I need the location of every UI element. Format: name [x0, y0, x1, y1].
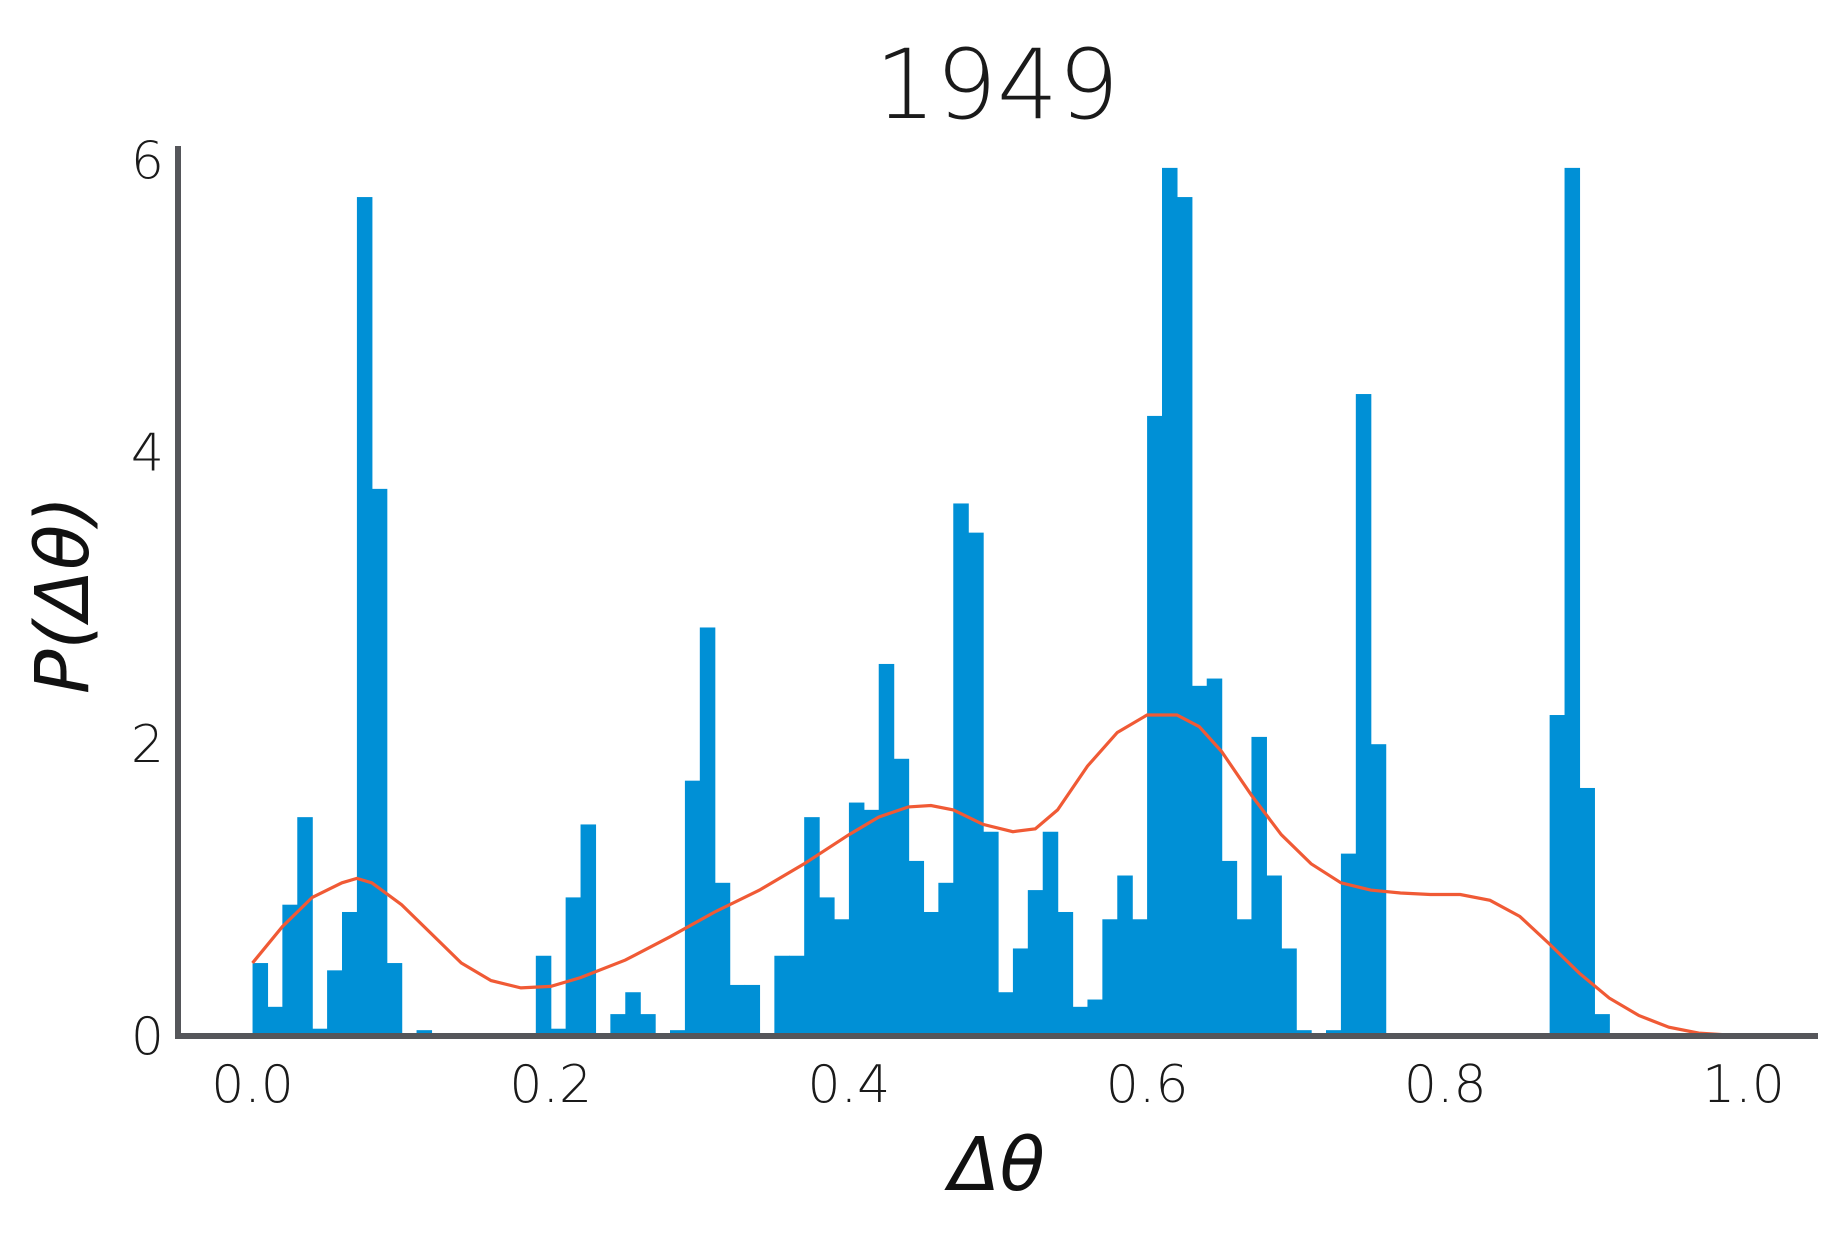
histogram-bar: [983, 831, 999, 1036]
histogram-bar: [878, 663, 895, 1036]
histogram-bar: [565, 897, 582, 1036]
histogram-bar: [1221, 860, 1238, 1036]
histogram-bar: [550, 1028, 567, 1036]
histogram-bar: [968, 532, 984, 1036]
histogram-bar: [1072, 1006, 1089, 1036]
histogram-bar: [1057, 911, 1074, 1036]
histogram-bar: [863, 809, 880, 1036]
histogram-bar: [1340, 853, 1357, 1036]
histogram-bar: [1355, 394, 1372, 1036]
histogram-bar: [744, 984, 761, 1036]
kde-curve: [251, 713, 1744, 1038]
y-tick-label: 0: [131, 1007, 164, 1067]
histogram-bar: [327, 970, 343, 1036]
histogram-bar: [1579, 787, 1595, 1036]
histogram-bar: [848, 802, 865, 1036]
histogram-bar: [610, 1014, 626, 1036]
histogram-bar: [312, 1028, 328, 1036]
histogram-bar: [804, 817, 820, 1036]
histogram-bar: [1594, 1014, 1610, 1036]
histogram-bar: [625, 992, 641, 1036]
histogram-bar: [699, 627, 716, 1036]
histogram-bar: [1191, 685, 1208, 1036]
y-tick-label: 2: [131, 715, 164, 775]
histogram-bar: [640, 1014, 656, 1036]
histogram-bar: [1176, 197, 1193, 1037]
histogram-bar: [1281, 948, 1297, 1036]
histogram-bar: [953, 503, 969, 1037]
y-tick-labels: 0 2 4 6: [131, 132, 164, 1067]
x-tick-label: 0.4: [808, 1055, 891, 1115]
x-tick-labels: 0.0 0.2 0.4 0.6 0.8 1.0: [211, 1055, 1785, 1115]
histogram-bar: [834, 919, 850, 1036]
x-tick-label: 0.2: [509, 1055, 592, 1115]
chart-title: 1949: [875, 29, 1119, 141]
histogram-bar: [535, 955, 552, 1036]
histogram-bars: [252, 167, 1610, 1037]
x-tick-label: 0.6: [1106, 1055, 1189, 1115]
histogram-bar: [1042, 831, 1059, 1036]
histogram-bar: [371, 488, 388, 1036]
y-tick-label: 6: [131, 132, 164, 192]
x-tick-label: 0.0: [211, 1055, 294, 1115]
histogram-bar: [774, 955, 790, 1036]
y-axis-label: P(Δθ): [20, 496, 106, 694]
histogram-bar: [1266, 875, 1282, 1036]
histogram-bar: [893, 758, 910, 1036]
histogram-bar: [1147, 415, 1163, 1036]
x-tick-label: 0.8: [1404, 1055, 1487, 1115]
histogram-bar: [1236, 919, 1253, 1036]
histogram-bar: [729, 984, 746, 1036]
histogram-bar: [714, 882, 731, 1036]
histogram-bar: [1087, 999, 1103, 1036]
histogram-bar: [297, 817, 313, 1036]
histogram-bar: [267, 1006, 283, 1036]
histogram-bar: [819, 897, 835, 1036]
x-axis-label: Δθ: [944, 1122, 1045, 1208]
histogram-bar: [1206, 678, 1223, 1036]
histogram-bar: [1251, 736, 1267, 1036]
histogram-bar: [356, 197, 373, 1037]
histogram-bar: [1132, 919, 1148, 1036]
histogram-bar: [252, 963, 269, 1036]
histogram-bar: [998, 992, 1014, 1036]
histogram-bar: [1162, 167, 1178, 1036]
histogram-bar: [580, 824, 597, 1036]
histogram-bar: [938, 882, 954, 1036]
histogram-bar: [386, 963, 403, 1036]
histogram-bar: [789, 955, 805, 1036]
histogram-bar: [684, 780, 701, 1036]
histogram-bar: [1102, 919, 1118, 1036]
histogram-bar: [342, 911, 358, 1036]
histogram-bar: [1549, 715, 1566, 1036]
histogram-bar: [1117, 875, 1133, 1036]
histogram-bar: [1012, 948, 1029, 1036]
y-tick-label: 4: [131, 423, 164, 483]
histogram-bar: [1027, 890, 1044, 1036]
histogram-bar: [908, 860, 925, 1036]
x-tick-label: 1.0: [1702, 1055, 1785, 1115]
histogram-bar: [923, 911, 939, 1036]
histogram-bar: [1564, 167, 1581, 1036]
histogram-bar: [282, 904, 298, 1036]
